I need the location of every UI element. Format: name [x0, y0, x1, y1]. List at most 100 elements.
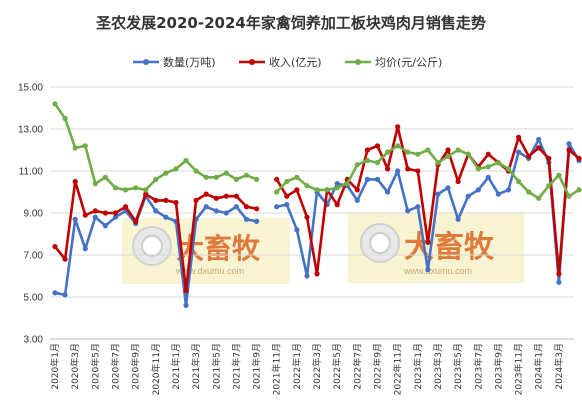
x-tick-label: 2022年7月 — [351, 343, 363, 390]
data-point — [274, 204, 280, 210]
data-point — [213, 208, 219, 214]
x-tick-label: 2020年11月 — [150, 343, 162, 395]
data-point — [153, 176, 159, 182]
y-axis: 3.00 5.00 7.00 9.00 11.00 13.00 15.00 — [18, 83, 43, 346]
data-point — [243, 172, 250, 178]
data-point — [284, 193, 290, 199]
data-point — [203, 174, 209, 180]
data-point — [485, 164, 491, 170]
data-point — [183, 157, 189, 164]
data-point — [566, 141, 572, 147]
data-point — [52, 101, 58, 107]
data-point — [233, 193, 239, 199]
data-point — [294, 227, 300, 233]
data-point — [82, 143, 88, 149]
data-point — [143, 191, 149, 197]
data-point — [203, 191, 209, 197]
data-point — [304, 183, 310, 189]
x-tick-label: 2021年3月 — [190, 343, 202, 390]
data-point — [223, 193, 229, 199]
x-tick-label: 2023年11月 — [513, 343, 525, 395]
data-point — [465, 193, 471, 199]
data-point — [304, 214, 310, 220]
data-point — [364, 176, 370, 182]
data-point — [92, 181, 98, 187]
data-point — [123, 187, 129, 193]
y-tick-label: 5.00 — [24, 293, 44, 304]
y-tick-label: 7.00 — [24, 251, 44, 262]
legend-label: 数量(万吨) — [163, 56, 216, 69]
y-tick-label: 13.00 — [18, 125, 43, 136]
data-point — [163, 214, 169, 220]
data-point — [52, 244, 58, 250]
x-tick-label: 2022年5月 — [331, 343, 343, 390]
data-point — [233, 176, 239, 182]
data-point — [304, 273, 310, 279]
series-group — [52, 101, 582, 308]
data-point — [405, 149, 411, 155]
data-point — [526, 153, 532, 159]
legend-marker — [143, 59, 149, 65]
data-point — [415, 204, 421, 210]
data-point — [193, 168, 199, 174]
data-point — [556, 271, 562, 277]
data-point — [455, 147, 461, 153]
data-point — [163, 170, 169, 176]
x-tick-label: 2022年11月 — [392, 343, 404, 395]
x-tick-label: 2024年3月 — [553, 343, 565, 390]
data-point — [243, 216, 250, 222]
data-point — [576, 155, 582, 161]
data-point — [153, 197, 159, 203]
x-tick-label: 2020年7月 — [110, 343, 122, 390]
data-point — [52, 290, 58, 296]
data-point — [495, 160, 501, 166]
watermark-url: www.dxumu.com — [403, 266, 472, 276]
data-point — [425, 147, 431, 153]
legend-item: 均价(元/公斤) — [345, 56, 442, 69]
data-point — [536, 136, 542, 143]
data-point — [485, 174, 491, 180]
data-point — [72, 216, 78, 222]
data-point — [133, 218, 139, 224]
data-point — [445, 147, 451, 153]
data-point — [425, 267, 431, 273]
data-point — [516, 134, 522, 140]
data-point — [294, 174, 300, 180]
data-point — [364, 147, 370, 153]
data-point — [455, 178, 461, 185]
data-point — [183, 288, 189, 294]
data-point — [72, 178, 78, 185]
data-point — [254, 206, 260, 212]
watermark-brand: 大畜牧 — [404, 230, 495, 265]
x-tick-label: 2022年1月 — [291, 343, 303, 390]
legend-item: 收入(亿元) — [239, 55, 322, 69]
legend-label: 收入(亿元) — [269, 55, 322, 69]
data-point — [445, 153, 451, 159]
data-point — [485, 151, 491, 157]
data-point — [405, 166, 411, 172]
data-point — [354, 162, 360, 168]
x-axis: 2020年1月 2020年3月 2020年5月 2020年7月 2020年9月 2020年… — [49, 343, 565, 395]
data-point — [274, 189, 280, 195]
data-point — [112, 214, 119, 220]
data-point — [395, 143, 401, 149]
x-tick-label: 2020年1月 — [49, 343, 61, 390]
data-point — [405, 208, 411, 214]
x-tick-label: 2020年3月 — [69, 343, 81, 390]
data-point — [385, 149, 391, 155]
data-point — [576, 187, 582, 193]
data-point — [223, 170, 229, 176]
data-point — [62, 292, 68, 298]
data-point — [233, 204, 239, 210]
data-point — [516, 178, 522, 185]
data-point — [203, 204, 209, 210]
x-tick-label: 2020年5月 — [89, 343, 101, 390]
data-point — [354, 197, 360, 203]
data-point — [546, 183, 552, 189]
data-point — [536, 145, 542, 151]
x-tick-label: 2021年7月 — [230, 343, 242, 390]
data-point — [92, 214, 98, 220]
data-point — [133, 185, 139, 191]
data-point — [213, 195, 219, 201]
